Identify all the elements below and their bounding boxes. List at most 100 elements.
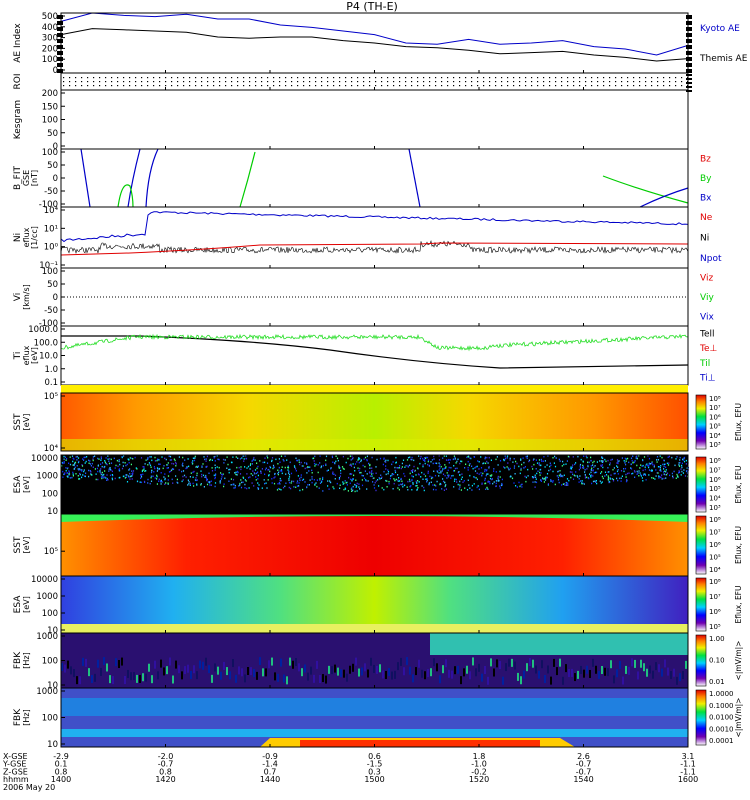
fbk1-stripe: [100, 667, 102, 676]
esa-i-pixel: [143, 468, 145, 470]
esa-i-pixel: [156, 459, 158, 462]
esa-i-pixel: [158, 478, 160, 481]
fbk1-stripe: [523, 670, 525, 679]
roi-dot: [261, 77, 263, 79]
esa-i-pixel: [621, 475, 623, 477]
bfit-trace: [127, 148, 141, 208]
esa-i-pixel: [277, 472, 279, 475]
x-row-label: X-GSE: [3, 752, 28, 761]
esa-i-pixel: [509, 457, 511, 460]
esa-i-pixel: [549, 462, 551, 464]
esa-i-pixel: [339, 475, 341, 477]
esa-i-pixel: [251, 460, 253, 462]
colorbar-label: 10⁶: [709, 413, 721, 421]
esa-i-pixel: [426, 479, 428, 482]
esa-i-pixel: [682, 459, 684, 461]
colorbar: [695, 456, 707, 513]
roi-dot: [405, 77, 407, 79]
fbk1-stripe: [133, 672, 135, 681]
esa-i-pixel: [321, 480, 323, 482]
esa-i-pixel: [282, 486, 285, 489]
fbk1-stripe: [79, 676, 81, 685]
esa-i-pixel: [166, 464, 168, 466]
esa-i-pixel: [677, 476, 679, 478]
esa-i-pixel: [265, 467, 267, 469]
roi-dot: [357, 81, 359, 83]
fbk1-stripe: [451, 670, 453, 679]
esa-i-pixel: [322, 464, 324, 467]
esa-i-pixel: [663, 463, 665, 466]
esa-i-pixel: [648, 457, 651, 460]
esa-i-pixel: [290, 472, 293, 475]
esa-i-pixel: [663, 468, 665, 470]
esa-i-pixel: [392, 488, 394, 490]
esa-i-pixel: [197, 465, 199, 467]
esa-i-pixel: [436, 462, 438, 465]
esa-i-pixel: [523, 467, 525, 469]
fbk1-stripe: [304, 664, 306, 673]
esa-i-pixel: [411, 458, 413, 461]
sst-e-spectrogram: [61, 514, 688, 576]
fbk1-stripe: [265, 668, 267, 677]
esa-i-pixel: [476, 478, 478, 481]
esa-i-pixel: [485, 462, 487, 465]
esa-i-pixel: [407, 489, 409, 491]
roi-dot: [243, 81, 245, 83]
esa-i-pixel: [277, 483, 279, 485]
esa-i-pixel: [267, 479, 269, 481]
esa-i-pixel: [366, 459, 368, 462]
esa-i-pixel: [288, 477, 290, 480]
esa-i-pixel: [121, 467, 124, 470]
roi-dot: [537, 85, 539, 87]
esa-i-pixel: [220, 473, 223, 476]
roi-dot: [69, 81, 71, 83]
esa-i-pixel: [296, 485, 299, 487]
esa-i-pixel: [439, 467, 441, 470]
roi-dot: [525, 81, 527, 83]
esa-i-pixel: [601, 456, 603, 458]
esa-i-pixel: [236, 474, 238, 476]
esa-i-pixel: [397, 479, 399, 481]
esa-i-pixel: [559, 473, 561, 476]
esa-i-pixel: [105, 457, 107, 459]
roi-dot: [303, 77, 305, 79]
esa-i-pixel: [196, 479, 198, 481]
esa-i-pixel: [271, 460, 273, 463]
fbk1-stripe: [88, 668, 90, 677]
esa-i-pixel: [397, 474, 399, 476]
esa-i-pixel: [254, 472, 256, 475]
esa-i-pixel: [281, 466, 283, 468]
roi-dot: [399, 77, 401, 79]
esa-i-pixel: [525, 480, 527, 483]
esa-i-pixel: [299, 477, 301, 480]
esa-i-pixel: [455, 462, 457, 464]
roi-dot: [435, 81, 437, 83]
esa-i-pixel: [72, 464, 74, 466]
esa-i-pixel: [560, 475, 562, 478]
ytick-label: 10: [47, 507, 58, 517]
roi-dot: [507, 81, 509, 83]
esa-i-pixel: [356, 485, 358, 487]
esa-i-pixel: [157, 469, 159, 471]
roi-dot: [381, 85, 383, 87]
esa-i-pixel: [420, 455, 422, 458]
esa-i-pixel: [187, 484, 189, 486]
esa-i-pixel: [671, 456, 673, 459]
esa-i-pixel: [463, 480, 465, 482]
roi-dot: [189, 77, 191, 79]
fbk1-stripe: [232, 659, 234, 668]
esa-i-pixel: [623, 470, 625, 473]
roi-dot: [255, 81, 257, 83]
esa-i-pixel: [350, 464, 352, 466]
roi-dot: [117, 81, 119, 83]
esa-i-pixel: [234, 486, 236, 489]
esa-i-pixel: [156, 470, 158, 472]
esa-i-pixel: [228, 471, 230, 474]
esa-i-pixel: [284, 466, 286, 469]
fbk1-stripe: [472, 657, 474, 666]
esa-i-pixel: [544, 477, 546, 479]
esa-i-pixel: [161, 481, 163, 483]
esa-i-pixel: [484, 468, 486, 471]
